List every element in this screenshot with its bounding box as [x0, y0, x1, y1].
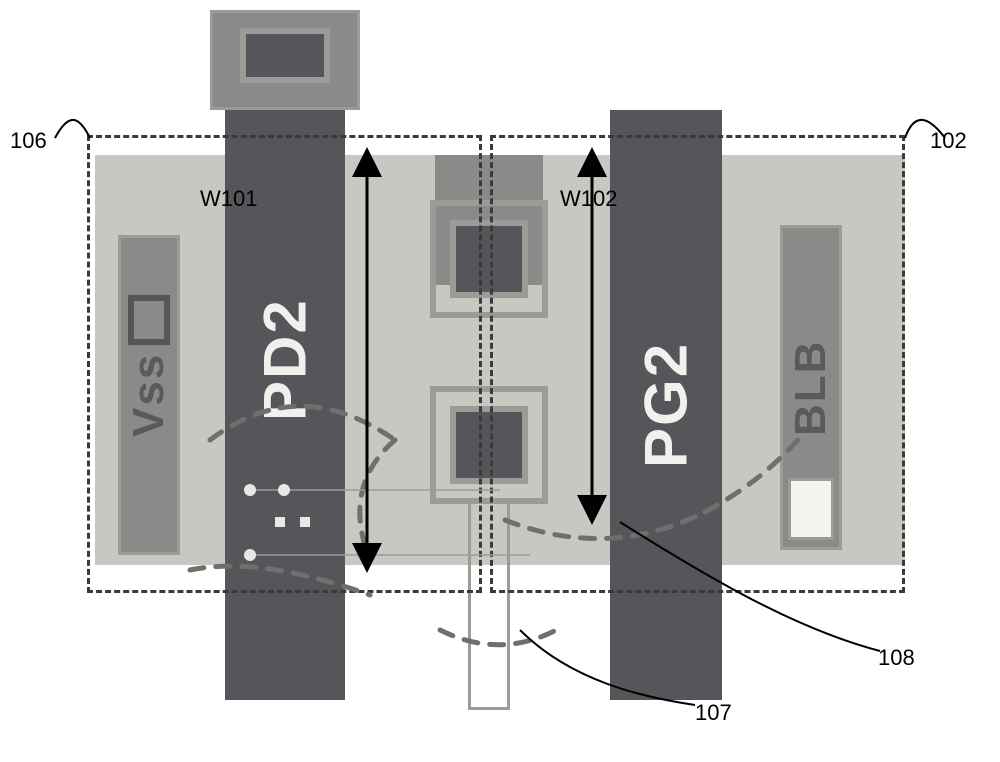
callout-106: 106	[10, 128, 47, 154]
callout-108: 108	[878, 645, 915, 671]
w101-label: W101	[200, 186, 257, 212]
callout-102: 102	[930, 128, 967, 154]
callout-107: 107	[695, 700, 732, 726]
diagram-stage: PD2 PG2 Vss BLB W101 W102	[0, 0, 1000, 762]
w102-label: W102	[560, 186, 617, 212]
overlay-svg	[0, 0, 1000, 762]
